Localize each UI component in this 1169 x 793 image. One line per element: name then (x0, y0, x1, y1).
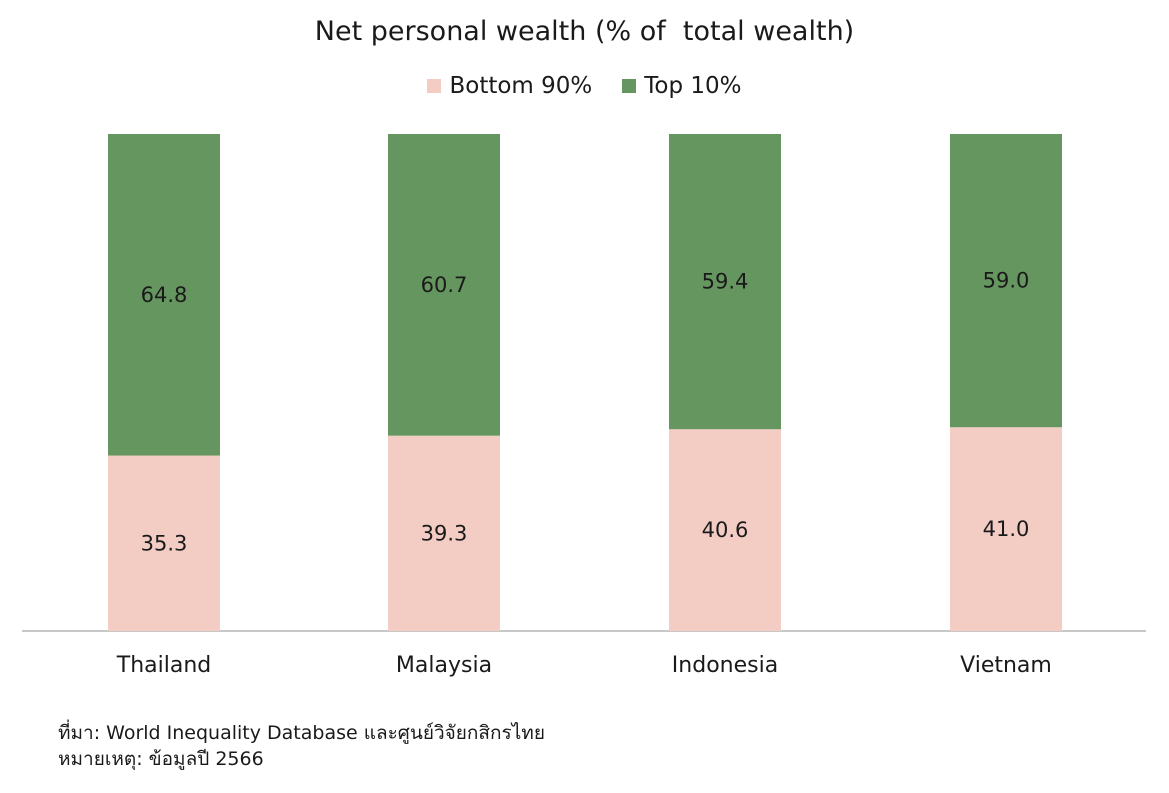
legend-label-bottom-90: Bottom 90% (449, 73, 593, 99)
legend-swatch-top-10 (622, 79, 637, 93)
data-label-top-10-malaysia: 60.7 (421, 273, 468, 297)
legend-item-top-10: Top 10% (622, 73, 742, 99)
data-label-bottom-90-malaysia: 39.3 (421, 521, 468, 545)
bar-top-10-thailand (108, 134, 220, 456)
data-label-bottom-90-indonesia: 40.6 (702, 518, 749, 542)
data-label-top-10-indonesia: 59.4 (702, 270, 749, 294)
category-label-thailand: Thailand (116, 653, 211, 678)
bar-bottom-90-vietnam (950, 427, 1062, 631)
bar-top-10-indonesia (669, 134, 781, 430)
bar-bottom-90-thailand (108, 455, 220, 631)
legend: Bottom 90% Top 10% (0, 73, 1169, 99)
legend-swatch-bottom-90 (427, 79, 442, 93)
data-year-note: หมายเหตุ: ข้อมูลปี 2566 (58, 748, 264, 770)
chart-plot: 35.3 64.8 Thailand 39.3 60.7 Malaysia 40.6 59.4… (22, 134, 1146, 678)
source-note: ที่มา: World Inequality Database และศูนย… (58, 722, 545, 744)
bar-top-10-vietnam (950, 134, 1062, 428)
data-label-top-10-vietnam: 59.0 (983, 269, 1030, 293)
bar-bottom-90-indonesia (669, 429, 781, 631)
legend-label-top-10: Top 10% (644, 73, 742, 99)
data-label-top-10-thailand: 64.8 (141, 283, 188, 307)
category-label-indonesia: Indonesia (672, 653, 778, 678)
legend-item-bottom-90: Bottom 90% (427, 73, 592, 99)
chart-title: Net personal wealth (% of total wealth) (314, 16, 855, 47)
category-label-vietnam: Vietnam (960, 653, 1052, 678)
bar-top-10-malaysia (388, 134, 500, 436)
data-label-bottom-90-vietnam: 41.0 (983, 517, 1030, 541)
footnotes: ที่มา: World Inequality Database และศูนย… (58, 720, 545, 772)
bar-bottom-90-malaysia (388, 435, 500, 631)
category-label-malaysia: Malaysia (396, 653, 492, 678)
data-label-bottom-90-thailand: 35.3 (141, 531, 188, 555)
